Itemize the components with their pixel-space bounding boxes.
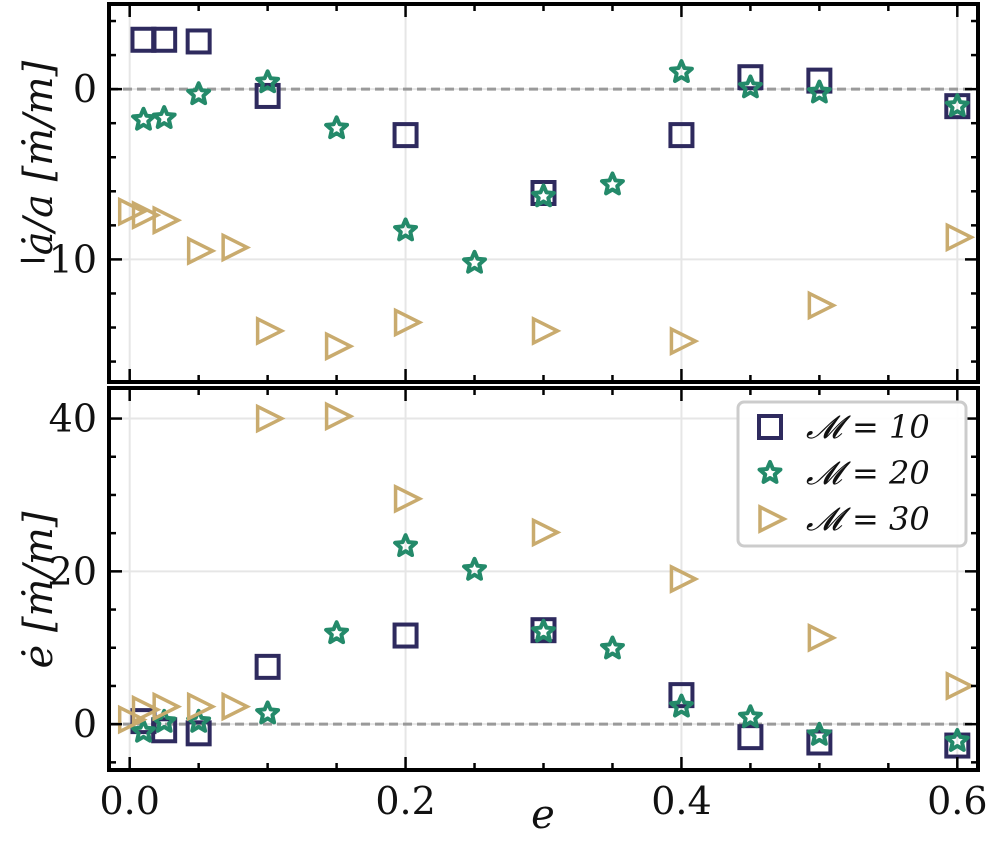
top-panel: −10 0 ȧ/a [ṁ/m] (16, 2, 980, 384)
top-series-2-point (131, 106, 156, 131)
top-series-3-point (393, 307, 424, 338)
bottom-series-1-point (185, 720, 212, 747)
legend-label-3: 𝓜 = 30 (806, 500, 930, 538)
top-series-2-point (737, 74, 763, 99)
top-series-2-point (944, 93, 970, 118)
bottom-series-1-point (392, 622, 419, 649)
top-series-1-point (668, 122, 695, 149)
x-axis-label: e (531, 792, 555, 838)
top-series-3-point (255, 316, 286, 346)
top-series-3-point (324, 331, 355, 362)
bottom-series-3-point (186, 691, 217, 722)
top-ytick-labels: −10 0 (17, 67, 97, 281)
top-series-2-point (186, 81, 212, 106)
legend-label-2: 𝓜 = 20 (806, 454, 930, 492)
top-series-1-point (737, 64, 764, 91)
top-series-2-point (600, 171, 625, 196)
bottom-series-2-point (462, 556, 487, 581)
top-series-2-point (255, 69, 281, 94)
top-series-2-point (668, 59, 694, 84)
top-series-2-point (462, 249, 487, 274)
bottom-series-3-point (117, 704, 148, 735)
top-series-1-point (185, 28, 212, 55)
bottom-markers (117, 401, 976, 759)
top-series-3-point (669, 326, 700, 356)
x-tick-labels: 0.0 0.2 0.4 0.6 (99, 779, 987, 823)
bottom-series-2-point (131, 718, 156, 743)
bottom-series-1-point (737, 724, 764, 751)
top-series-2-point (151, 105, 177, 129)
bottom-series-2-point (668, 693, 694, 718)
x-tick-label: 0.6 (927, 779, 987, 823)
bottom-series-1-point (668, 682, 695, 709)
bottom-ytick-label: 40 (49, 397, 97, 441)
bottom-series-2-point (255, 700, 281, 725)
top-series-2-point (806, 79, 832, 104)
bottom-ytick-label: 20 (49, 549, 97, 593)
top-series-3-point (531, 316, 562, 346)
bottom-panel: 0 20 40 0.0 0.2 0.4 0.6 ė [ṁ/m] e 𝓜 = 10 𝓜 = 2… (16, 386, 988, 838)
bottom-series-2-point (324, 620, 350, 645)
top-ytick-label: 0 (73, 67, 97, 111)
top-series-1-point (254, 82, 281, 109)
bottom-series-3-point (221, 691, 252, 722)
bottom-series-3-point (255, 403, 286, 434)
bottom-series-3-point (152, 691, 183, 722)
bottom-ytick-label: 0 (73, 702, 97, 746)
bottom-y-axis-label: ė [ṁ/m] (16, 511, 62, 668)
bottom-series-3-point (324, 401, 355, 432)
top-series-3-point (117, 196, 148, 227)
top-series-2-point (531, 183, 556, 208)
top-series-3-point (186, 236, 217, 266)
bottom-series-2-point (531, 618, 556, 643)
top-series-1-point (392, 122, 419, 149)
bottom-series-2-point (806, 721, 832, 746)
bottom-series-1-point (806, 729, 833, 756)
top-series-2-point (324, 115, 350, 140)
bottom-ticks (109, 388, 978, 770)
x-tick-label: 0.2 (375, 779, 435, 823)
top-series-3-point (152, 205, 183, 236)
top-series-2-point (393, 217, 419, 242)
legend-marker-2 (757, 460, 783, 484)
top-ticks (109, 4, 978, 382)
legend-marker-3 (758, 504, 788, 534)
top-series-3-point (131, 200, 162, 230)
bottom-series-2-point (393, 533, 419, 558)
top-series-3-point (945, 222, 976, 253)
x-tick-label: 0.4 (651, 779, 711, 823)
bottom-ytick-labels: 0 20 40 (49, 397, 97, 747)
bottom-series-2-point (944, 727, 970, 752)
legend-label-1: 𝓜 = 10 (806, 408, 930, 446)
bottom-series-2-point (737, 704, 763, 729)
bottom-series-3-point (131, 694, 162, 725)
top-y-axis-label: ȧ/a [ṁ/m] (16, 60, 62, 255)
x-tick-label: 0.0 (99, 779, 159, 823)
bottom-series-3-point (393, 483, 424, 514)
top-markers (117, 26, 976, 362)
legend-marker-1 (757, 414, 783, 440)
bottom-series-2-point (600, 635, 625, 660)
bottom-series-1-point (254, 653, 281, 680)
bottom-series-3-point (669, 564, 700, 594)
bottom-series-3-point (945, 671, 976, 701)
top-series-3-point (221, 232, 252, 263)
top-series-3-point (807, 290, 838, 321)
bottom-series-3-point (531, 517, 562, 548)
top-series-1-point (151, 26, 178, 53)
top-series-1-point (806, 67, 833, 94)
legend-box (736, 400, 968, 548)
legend: 𝓜 = 10 𝓜 = 20 𝓜 = 30 (736, 400, 968, 548)
bottom-series-3-point (807, 622, 838, 653)
top-ytick-label: −10 (17, 237, 97, 281)
